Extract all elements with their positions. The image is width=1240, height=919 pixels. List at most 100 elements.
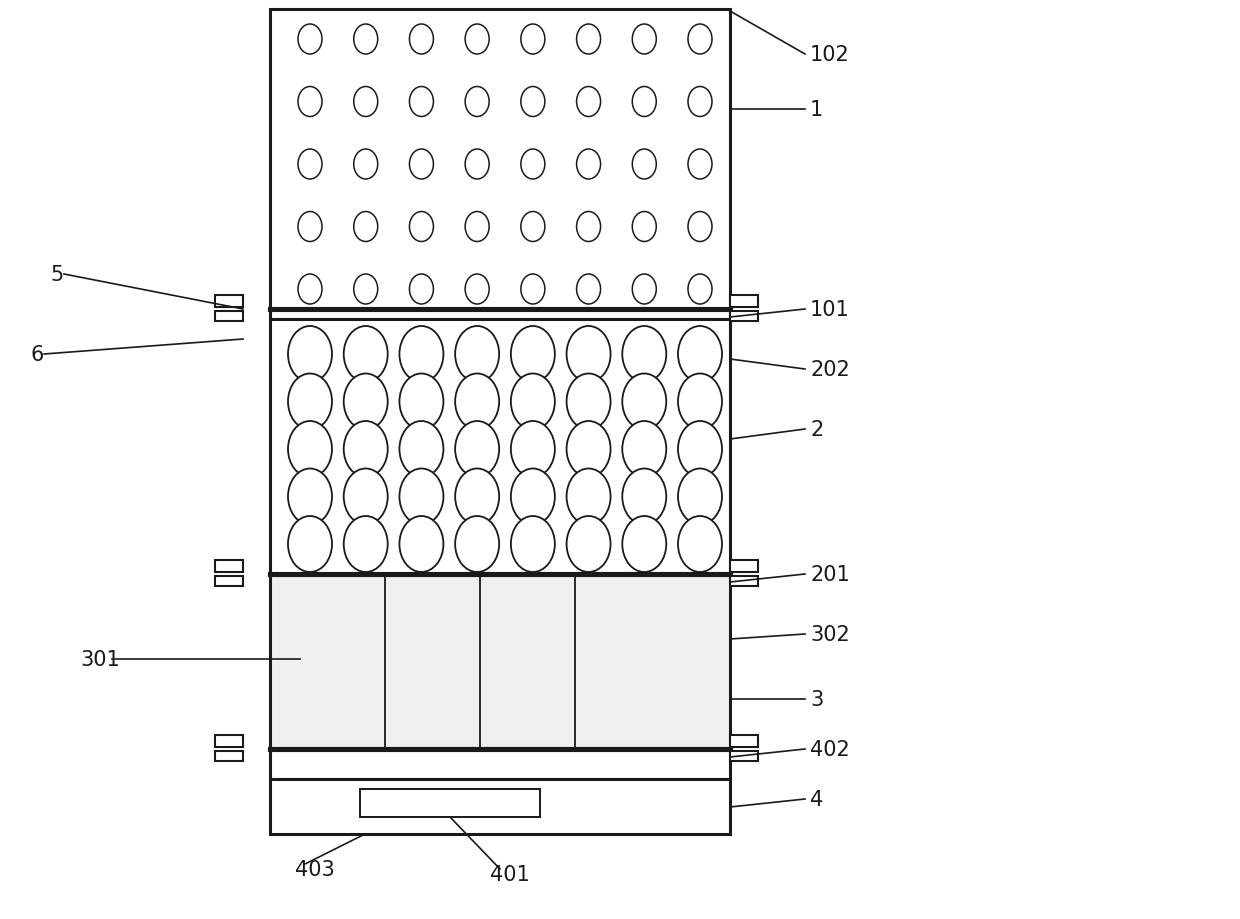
Ellipse shape — [567, 374, 610, 430]
Ellipse shape — [353, 87, 378, 118]
Ellipse shape — [455, 516, 500, 573]
Ellipse shape — [288, 374, 332, 430]
Ellipse shape — [465, 150, 489, 180]
Ellipse shape — [298, 150, 322, 180]
Ellipse shape — [343, 374, 388, 430]
Ellipse shape — [298, 275, 322, 305]
Bar — [730, 312, 758, 322]
Ellipse shape — [409, 87, 434, 118]
Ellipse shape — [399, 516, 444, 573]
Ellipse shape — [343, 469, 388, 525]
Ellipse shape — [567, 516, 610, 573]
Ellipse shape — [567, 469, 610, 525]
Ellipse shape — [455, 374, 500, 430]
Bar — [360, 789, 539, 817]
Text: 403: 403 — [295, 859, 335, 879]
Ellipse shape — [298, 25, 322, 55]
Ellipse shape — [678, 469, 722, 525]
Ellipse shape — [511, 374, 554, 430]
Ellipse shape — [399, 374, 444, 430]
Ellipse shape — [632, 25, 656, 55]
Bar — [270, 10, 730, 320]
Ellipse shape — [465, 87, 489, 118]
Ellipse shape — [511, 469, 554, 525]
Ellipse shape — [521, 87, 544, 118]
Ellipse shape — [465, 212, 489, 243]
Bar — [270, 320, 730, 574]
Ellipse shape — [521, 275, 544, 305]
Ellipse shape — [577, 212, 600, 243]
Ellipse shape — [465, 275, 489, 305]
Ellipse shape — [399, 422, 444, 478]
Text: 101: 101 — [810, 300, 849, 320]
Ellipse shape — [521, 212, 544, 243]
Bar — [730, 561, 758, 573]
Ellipse shape — [521, 150, 544, 180]
Bar — [215, 751, 243, 761]
Bar — [215, 576, 243, 586]
Ellipse shape — [567, 422, 610, 478]
Ellipse shape — [353, 212, 378, 243]
Ellipse shape — [688, 212, 712, 243]
Text: 201: 201 — [810, 564, 849, 584]
Ellipse shape — [567, 326, 610, 382]
Ellipse shape — [678, 516, 722, 573]
Ellipse shape — [511, 326, 554, 382]
Ellipse shape — [632, 87, 656, 118]
Bar — [215, 735, 243, 747]
Ellipse shape — [353, 25, 378, 55]
Ellipse shape — [465, 25, 489, 55]
Text: 401: 401 — [490, 864, 529, 884]
Text: 102: 102 — [810, 45, 849, 65]
Ellipse shape — [298, 212, 322, 243]
Ellipse shape — [678, 422, 722, 478]
Ellipse shape — [288, 469, 332, 525]
Ellipse shape — [688, 275, 712, 305]
Ellipse shape — [353, 275, 378, 305]
Ellipse shape — [678, 326, 722, 382]
Ellipse shape — [511, 422, 554, 478]
Text: 6: 6 — [30, 345, 43, 365]
Ellipse shape — [288, 422, 332, 478]
Ellipse shape — [399, 469, 444, 525]
Bar — [215, 296, 243, 308]
Ellipse shape — [688, 87, 712, 118]
Ellipse shape — [622, 516, 666, 573]
Ellipse shape — [622, 422, 666, 478]
Ellipse shape — [298, 87, 322, 118]
Ellipse shape — [577, 25, 600, 55]
Ellipse shape — [622, 374, 666, 430]
Bar — [270, 779, 730, 834]
Bar — [730, 751, 758, 761]
Text: 1: 1 — [810, 100, 823, 119]
Ellipse shape — [688, 150, 712, 180]
Ellipse shape — [678, 374, 722, 430]
Ellipse shape — [343, 422, 388, 478]
Ellipse shape — [577, 275, 600, 305]
Text: 302: 302 — [810, 624, 849, 644]
Ellipse shape — [622, 326, 666, 382]
Ellipse shape — [577, 150, 600, 180]
Bar — [730, 735, 758, 747]
Text: 5: 5 — [50, 265, 63, 285]
Ellipse shape — [511, 516, 554, 573]
Ellipse shape — [343, 326, 388, 382]
Ellipse shape — [353, 150, 378, 180]
Bar — [270, 574, 730, 749]
Ellipse shape — [577, 87, 600, 118]
Ellipse shape — [632, 275, 656, 305]
Ellipse shape — [688, 25, 712, 55]
Bar — [215, 312, 243, 322]
Text: 402: 402 — [810, 739, 849, 759]
Ellipse shape — [455, 422, 500, 478]
Ellipse shape — [409, 150, 434, 180]
Ellipse shape — [622, 469, 666, 525]
Ellipse shape — [288, 516, 332, 573]
Ellipse shape — [409, 275, 434, 305]
Ellipse shape — [455, 326, 500, 382]
Ellipse shape — [632, 150, 656, 180]
Ellipse shape — [409, 212, 434, 243]
Text: 2: 2 — [810, 420, 823, 439]
Text: 3: 3 — [810, 689, 823, 709]
Ellipse shape — [632, 212, 656, 243]
